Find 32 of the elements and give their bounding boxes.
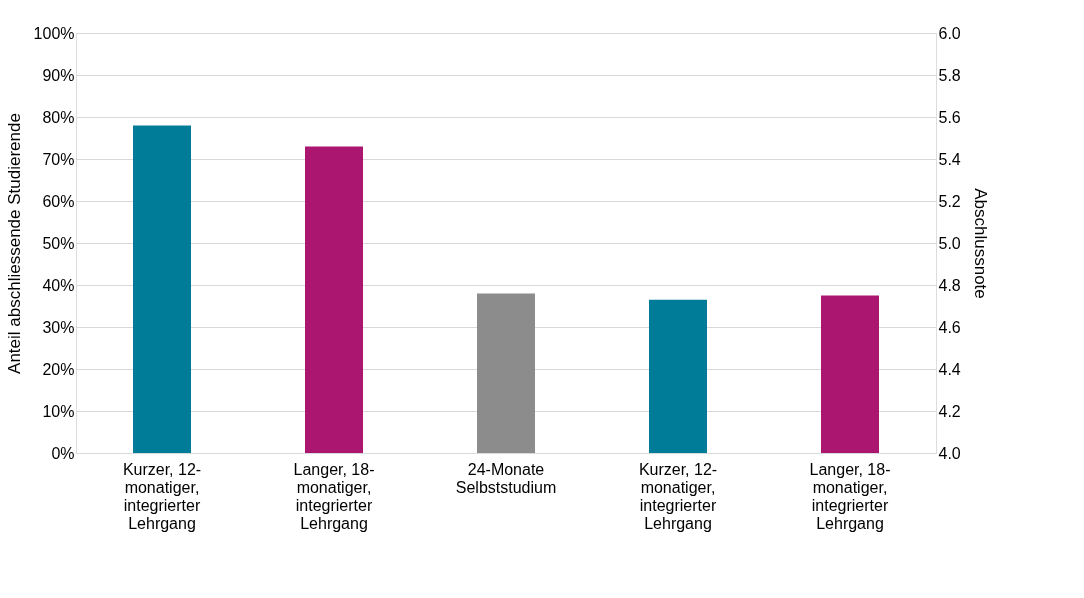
y2-axis-title: Abschlussnote (970, 188, 990, 299)
y2-tick-label: 5.2 (938, 192, 961, 210)
y2-tick-label: 4.4 (938, 360, 961, 378)
y2-tick-label: 4.0 (938, 444, 961, 462)
y2-tick-label: 5.8 (938, 66, 961, 84)
y-tick-label: 80% (42, 108, 75, 126)
y2-tick-label: 5.6 (938, 108, 961, 126)
x-tick-label: 24-Monate Selbststudium (455, 460, 557, 496)
y-tick-label: 10% (42, 402, 75, 420)
y-tick-label: 50% (42, 234, 75, 252)
y2-tick-label: 4.2 (938, 402, 961, 420)
y-tick-label: 90% (42, 66, 75, 84)
y2-tick-label: 5.4 (938, 150, 961, 168)
x-tick-label: Kurzer, 12- monatiger, integrierter Lehrgang (638, 460, 718, 532)
y-tick-label: 40% (42, 276, 75, 294)
bar (305, 146, 363, 453)
y-tick-label: 100% (33, 24, 75, 42)
y2-tick-label: 4.6 (938, 318, 961, 336)
y2-tick-label: 5.0 (938, 234, 961, 252)
y2-tick-label: 6.0 (938, 24, 961, 42)
y-axis-title: Anteil abschliessende Studierende (4, 113, 24, 374)
y-tick-label: 0% (51, 444, 75, 462)
x-tick-label: Langer, 18- monatiger, integrierter Lehrgang (809, 460, 891, 532)
y-tick-label: 60% (42, 192, 75, 210)
y-tick-label: 20% (42, 360, 75, 378)
x-tick-label: Kurzer, 12- monatiger, integrierter Lehrgang (122, 460, 202, 532)
y-tick-label: 70% (42, 150, 75, 168)
bar (477, 293, 535, 453)
y2-tick-label: 4.8 (938, 276, 961, 294)
y-tick-label: 30% (42, 318, 75, 336)
x-tick-label: Langer, 18- monatiger, integrierter Lehrgang (293, 460, 375, 532)
bar (133, 125, 191, 453)
